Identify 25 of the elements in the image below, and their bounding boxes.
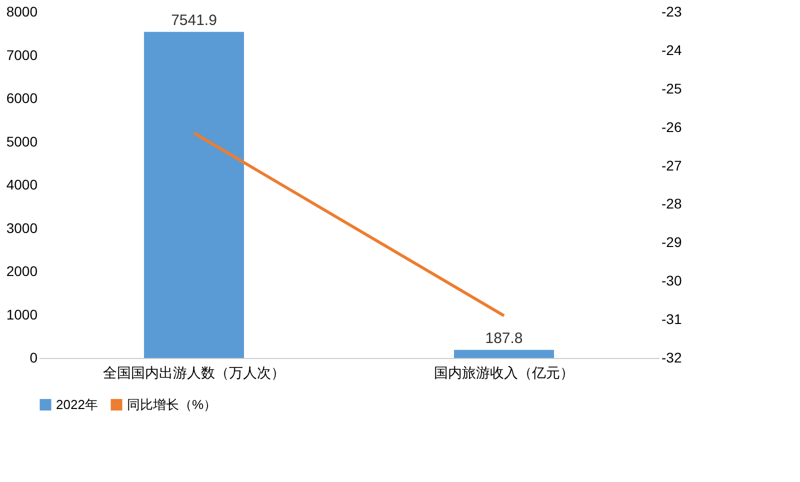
y2-tick-label: -31	[662, 311, 682, 328]
y2-tick-label: -23	[662, 4, 682, 20]
data-label: 7541.9	[171, 12, 217, 29]
y-tick-label: 2000	[6, 263, 38, 279]
y2-tick-label: -29	[662, 234, 682, 250]
y2-tick-label: -25	[662, 80, 682, 96]
y2-tick-label: -24	[662, 42, 682, 58]
y-tick-label: 8000	[6, 4, 38, 20]
y-tick-label: 7000	[6, 46, 38, 63]
y-tick-label: 5000	[6, 133, 38, 150]
y2-tick-label: -26	[662, 118, 682, 135]
data-label: 187.8	[485, 330, 523, 347]
y-tick-label: 1000	[6, 306, 38, 322]
y-tick-label: 0	[30, 350, 38, 366]
y2-tick-label: -27	[662, 157, 682, 174]
legend-label: 同比增长（%）	[127, 396, 217, 412]
x-tick-label: 全国国内出游人数（万人次）	[103, 364, 285, 380]
y2-tick-label: -28	[662, 196, 682, 212]
y2-tick-label: -30	[662, 272, 682, 289]
legend-label: 2022年	[56, 396, 98, 412]
x-tick-label: 国内旅游收入（亿元）	[434, 364, 574, 380]
y-tick-label: 3000	[6, 220, 38, 236]
y-tick-label: 6000	[6, 90, 38, 106]
y2-tick-label: -32	[662, 350, 682, 366]
y-tick-label: 4000	[6, 176, 38, 192]
